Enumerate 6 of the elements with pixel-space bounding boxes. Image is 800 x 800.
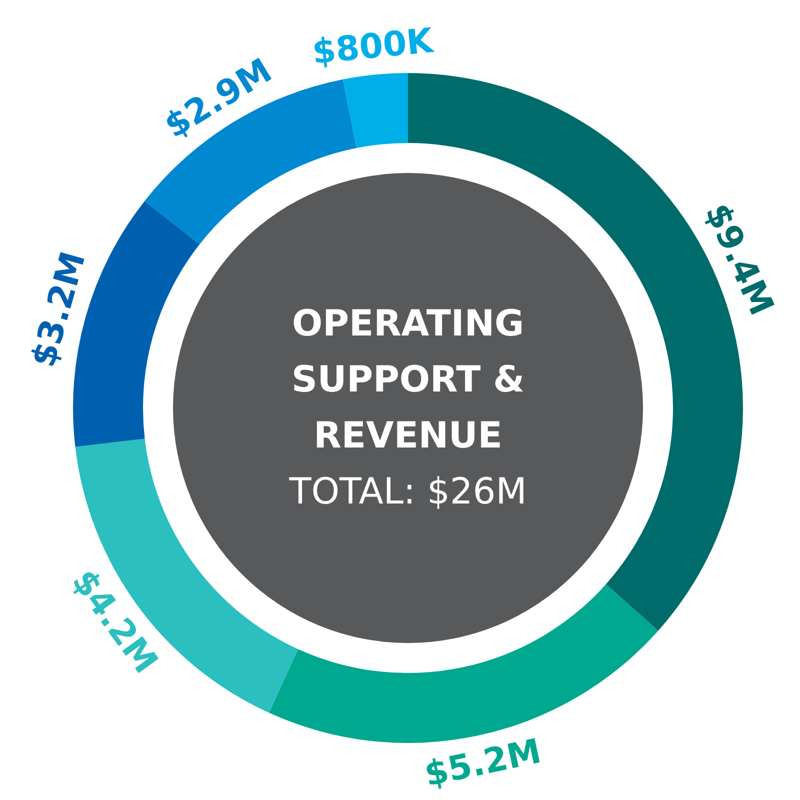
data-label: $3.2M (23, 247, 94, 372)
text: OPERATING SUPPORT & REVENUE (291, 304, 525, 456)
data-label: $800K (310, 20, 436, 73)
data-label: $5.2M (421, 731, 545, 795)
text: TOTAL: $26M (288, 472, 527, 512)
donut-slice (342, 73, 408, 148)
